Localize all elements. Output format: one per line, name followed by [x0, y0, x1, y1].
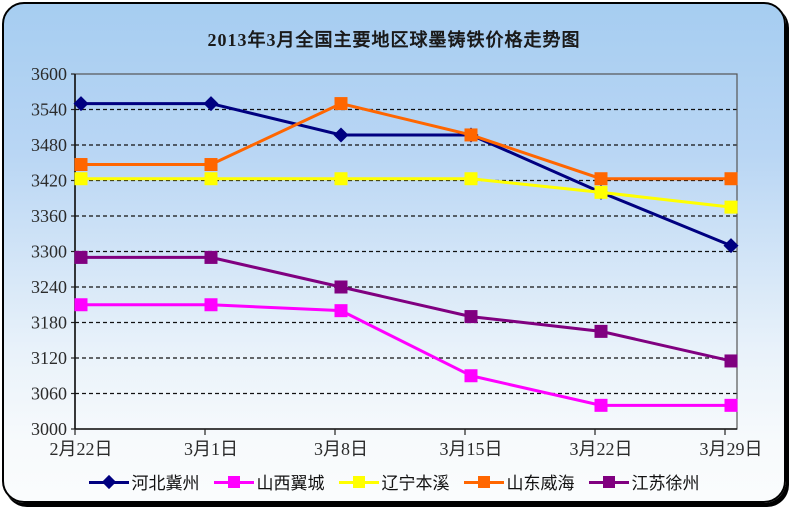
x-axis-label: 2月22日: [50, 439, 113, 459]
series-line-1: [81, 303, 731, 407]
series-marker-2: [464, 172, 478, 186]
y-axis-label: 3240: [31, 277, 67, 297]
series-marker-2: [594, 185, 608, 199]
x-axis-label: 3月8日: [314, 439, 368, 459]
square-icon: [338, 475, 379, 489]
series-marker-0: [73, 96, 89, 112]
series-marker-4: [74, 250, 88, 264]
y-axis-label: 3420: [31, 171, 67, 191]
series-line-3: [81, 102, 731, 181]
x-axis-label: 3月22日: [570, 439, 633, 459]
y-axis-label: 3480: [31, 135, 67, 155]
y-axis-label: 3000: [31, 419, 67, 439]
series-marker-3: [724, 172, 738, 186]
legend-label: 山东威海: [506, 474, 575, 493]
legend-label: 河北冀州: [131, 474, 200, 493]
series-marker-3: [204, 158, 218, 172]
series-marker-1: [464, 369, 478, 383]
series-marker-2: [334, 172, 348, 186]
series-marker-4: [464, 310, 478, 324]
y-axis-label: 3360: [31, 206, 67, 226]
legend-item-0: 河北冀州: [88, 469, 200, 494]
legend-label: 辽宁本溪: [381, 474, 450, 493]
y-axis-label: 3540: [31, 100, 67, 120]
series-marker-4: [594, 324, 608, 338]
legend-item-4: 江苏徐州: [588, 469, 700, 494]
series-line-2: [81, 177, 732, 209]
square-icon: [588, 475, 629, 489]
chart-title: 2013年3月全国主要地区球墨铸铁价格走势图: [207, 30, 581, 50]
series-line-4: [81, 255, 732, 363]
series-marker-1: [724, 398, 738, 412]
series-marker-3: [74, 158, 88, 172]
y-axis-label: 3600: [31, 64, 67, 84]
chart-legend: 河北冀州 山西翼城 辽宁本溪 山东威海 江苏徐州: [4, 469, 784, 494]
legend-label: 山西翼城: [256, 474, 325, 493]
series-marker-1: [204, 298, 218, 312]
square-icon: [213, 475, 254, 489]
legend-item-3: 山东威海: [463, 469, 575, 494]
diamond-icon: [88, 474, 129, 489]
series-marker-0: [723, 238, 739, 254]
x-axis-label: 3月1日: [184, 439, 238, 459]
series-marker-1: [594, 398, 608, 412]
y-axis-label: 3300: [31, 242, 67, 262]
series-marker-4: [724, 354, 738, 368]
series-marker-2: [204, 172, 218, 186]
series-marker-0: [333, 127, 349, 143]
series-marker-2: [74, 172, 88, 186]
x-axis-label: 3月15日: [440, 439, 503, 459]
y-axis-label: 3060: [31, 384, 67, 404]
chart-card: 2013年3月全国主要地区球墨铸铁价格走势图 3000 3060 3120 3180 3…: [2, 2, 786, 503]
y-axis-label: 3120: [31, 348, 67, 368]
legend-item-1: 山西翼城: [213, 469, 325, 494]
legend-item-2: 辽宁本溪: [338, 469, 450, 494]
series-marker-3: [464, 128, 478, 142]
series-marker-1: [334, 304, 348, 318]
series-marker-1: [74, 298, 88, 312]
x-axis-label: 3月29日: [700, 439, 763, 459]
series-marker-4: [334, 280, 348, 294]
series-marker-3: [594, 172, 608, 186]
series-line-0: [81, 102, 732, 247]
legend-label: 江苏徐州: [631, 474, 700, 493]
series-marker-4: [204, 250, 218, 264]
y-axis-label: 3180: [31, 313, 67, 333]
series-marker-0: [203, 96, 219, 112]
series-marker-3: [334, 97, 348, 111]
line-chart: 3000 3060 3120 3180 3240 3300 3360 3420 3480 3540…: [31, 64, 763, 459]
square-icon: [463, 475, 504, 489]
series-marker-2: [724, 200, 738, 214]
